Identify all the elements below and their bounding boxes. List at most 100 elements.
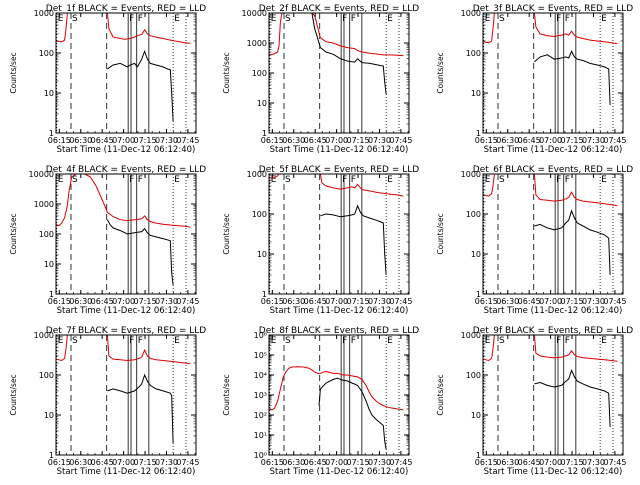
x-axis-label: Start Time (11-Dec-12 06:12:40)	[57, 145, 196, 155]
x-tick-label: 07:30	[582, 136, 605, 145]
x-axis-label: Start Time (11-Dec-12 06:12:40)	[484, 467, 623, 477]
marker-label: E	[601, 175, 607, 185]
marker-label: F	[556, 336, 561, 346]
plot-frame	[55, 173, 197, 295]
marker-label: E	[58, 175, 64, 185]
x-tick-label: 07:45	[176, 136, 199, 145]
y-tick-label: 1000	[34, 200, 54, 209]
x-tick-label: 07:45	[603, 458, 626, 467]
marker-label: F	[351, 175, 356, 185]
series-lld	[483, 174, 618, 207]
y-tick-label: 1	[49, 290, 54, 299]
marker-label: S	[285, 175, 291, 185]
y-tick-label: 1000	[247, 170, 267, 179]
y-tick-label: 1000	[34, 9, 54, 18]
chart-title: Det_7f BLACK = Events, RED = LLD	[46, 326, 206, 336]
marker-label: S	[285, 14, 291, 24]
x-tick-label: 07:00	[112, 136, 135, 145]
y-tick-label: 100	[252, 69, 267, 78]
x-tick-label: 06:45	[518, 136, 541, 145]
y-axis-label: Counts/sec	[436, 52, 445, 93]
plot-frame	[55, 12, 197, 134]
marker-label: F	[138, 175, 143, 185]
x-tick-label: 07:15	[347, 297, 370, 306]
x-tick-label: 07:30	[155, 136, 178, 145]
x-tick-label: 07:00	[539, 458, 562, 467]
y-tick-label: 1	[262, 290, 267, 299]
x-tick-label: 06:45	[91, 458, 114, 467]
y-axis-label: Counts/sec	[436, 374, 445, 415]
y-tick-label: 1000	[461, 170, 481, 179]
plot-frame	[482, 12, 624, 134]
chart-title: Det_8f BLACK = Events, RED = LLD	[259, 326, 419, 336]
marker-label: E	[174, 175, 180, 185]
marker-label: F	[351, 336, 356, 346]
y-tick-label: 100	[466, 49, 481, 58]
plot-frame	[55, 334, 197, 456]
chart-title: Det_5f BLACK = Events, RED = LLD	[259, 165, 419, 175]
y-tick-label: 10000	[29, 170, 54, 179]
series-lld	[483, 335, 618, 362]
y-tick-label: 10	[44, 260, 54, 269]
plot-frame	[482, 173, 624, 295]
series-lld	[56, 335, 191, 365]
marker-label: E	[485, 175, 491, 185]
x-axis-label: Start Time (11-Dec-12 06:12:40)	[484, 306, 623, 316]
series-lld	[56, 13, 191, 44]
marker-label: F	[342, 14, 347, 24]
y-tick-label: 1	[476, 129, 481, 138]
x-tick-label: 06:15	[475, 136, 498, 145]
x-tick-label: 06:30	[496, 297, 519, 306]
series-events	[107, 373, 174, 444]
x-tick-label: 07:00	[112, 297, 135, 306]
marker-label: E	[485, 14, 491, 24]
x-axis-label: Start Time (11-Dec-12 06:12:40)	[270, 145, 409, 155]
x-tick-label: 06:30	[282, 297, 305, 306]
chart-title: Det_6f BLACK = Events, RED = LLD	[473, 165, 633, 175]
marker-label: F	[565, 175, 570, 185]
y-tick-label: 10000	[242, 9, 267, 18]
x-axis-label: Start Time (11-Dec-12 06:12:40)	[270, 306, 409, 316]
marker-label: F	[138, 336, 143, 346]
marker-label: S	[499, 336, 505, 346]
x-tick-label: 06:30	[69, 458, 92, 467]
marker-label: F	[342, 175, 347, 185]
marker-label: S	[285, 336, 291, 346]
marker-label: F	[565, 14, 570, 24]
y-tick-label: 1	[476, 290, 481, 299]
x-tick-label: 06:45	[518, 297, 541, 306]
x-tick-label: 06:30	[69, 297, 92, 306]
series-events	[534, 50, 611, 106]
y-axis-label: Counts/sec	[9, 52, 18, 93]
x-tick-label: 06:15	[48, 297, 71, 306]
series-lld	[269, 366, 404, 411]
y-tick-label: 10⁶	[254, 331, 267, 340]
marker-label: S	[72, 336, 78, 346]
y-tick-label: 10	[471, 89, 481, 98]
y-tick-label: 10⁵	[254, 351, 267, 360]
y-tick-label: 1	[49, 129, 54, 138]
marker-label: E	[485, 336, 491, 346]
marker-label: E	[387, 14, 393, 24]
marker-label: E	[271, 175, 277, 185]
x-tick-label: 07:15	[134, 136, 157, 145]
series-events	[107, 49, 174, 122]
marker-label: E	[58, 14, 64, 24]
y-tick-label: 10	[471, 250, 481, 259]
y-tick-label: 100	[466, 210, 481, 219]
x-tick-label: 06:15	[261, 136, 284, 145]
y-tick-label: 100	[39, 49, 54, 58]
series-lld	[483, 13, 618, 45]
y-tick-label: 100	[39, 230, 54, 239]
x-axis-label: Start Time (11-Dec-12 06:12:40)	[484, 145, 623, 155]
marker-label: E	[271, 14, 277, 24]
y-tick-label: 1	[262, 129, 267, 138]
marker-label: S	[499, 175, 505, 185]
y-axis-label: Counts/sec	[222, 213, 231, 254]
